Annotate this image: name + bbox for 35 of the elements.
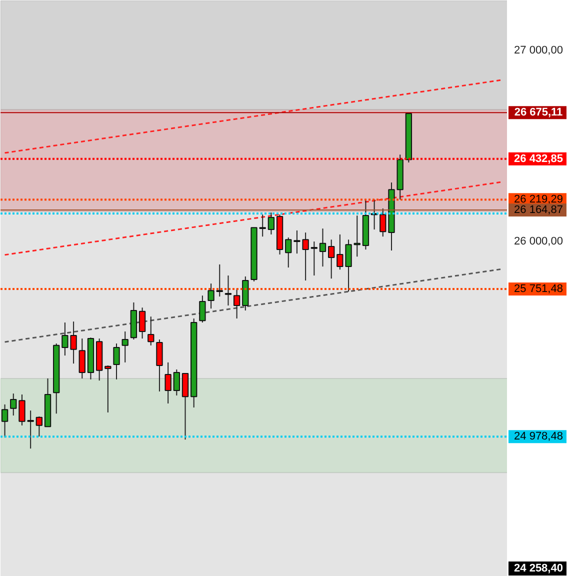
ref-line-label: 24 978,48	[514, 430, 563, 443]
ref-line-label: 26 219,29	[514, 194, 563, 206]
candlestick	[259, 214, 266, 238]
candlestick	[1, 404, 8, 438]
y-tick-label: 26 000,00	[514, 236, 563, 248]
candlestick	[182, 372, 189, 440]
candlestick	[78, 338, 86, 379]
candlestick	[164, 362, 172, 404]
candlestick	[380, 208, 386, 238]
text: 24 258,40	[514, 562, 563, 574]
candlestick	[285, 237, 292, 268]
candlestick	[233, 288, 240, 319]
candlestick	[138, 307, 146, 340]
ref-line-label: 25 751,48	[514, 282, 563, 295]
candlestick	[36, 416, 43, 438]
candlestick	[208, 283, 214, 310]
candlestick	[328, 239, 335, 280]
candlestick	[268, 212, 275, 235]
candlestick	[224, 275, 232, 306]
candlestick	[148, 316, 154, 346]
candlestick	[122, 330, 128, 363]
candlestick	[10, 393, 17, 416]
ref-line-label: 26 675,11	[514, 106, 563, 119]
candlestick	[199, 295, 206, 323]
candlestick	[310, 241, 318, 276]
y-tick-label: 27 000,00	[514, 44, 563, 57]
candlestick	[216, 264, 223, 298]
ref-line-label: 26 164,87	[514, 204, 563, 216]
ref-line-label: 26 432,85	[514, 152, 563, 165]
candlestick	[156, 338, 163, 392]
candlestick	[104, 364, 112, 413]
candlestick	[319, 228, 326, 268]
candlestick	[173, 368, 180, 396]
candlestick	[354, 215, 360, 258]
candlestick	[113, 343, 120, 380]
